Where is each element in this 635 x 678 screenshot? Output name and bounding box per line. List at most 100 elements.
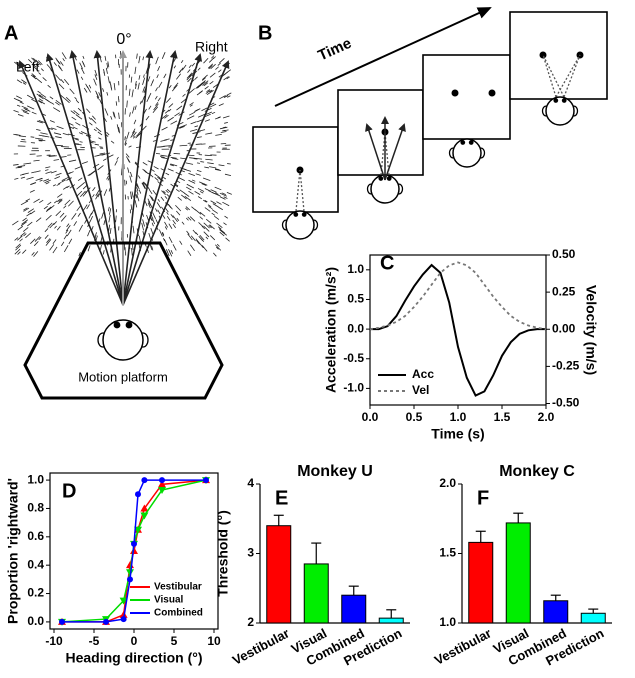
motion-dot — [148, 201, 153, 209]
motion-dot — [211, 209, 218, 214]
motion-dot — [17, 235, 23, 241]
eye — [561, 98, 567, 103]
motion-dot — [45, 169, 49, 171]
motion-dot — [26, 212, 32, 217]
motion-dot — [62, 58, 65, 62]
motion-dot — [71, 116, 77, 121]
motion-dot — [74, 166, 82, 170]
motion-dot — [205, 90, 211, 94]
motion-dot — [147, 198, 150, 203]
head — [102, 319, 144, 361]
motion-dot — [99, 55, 102, 63]
motion-dot — [113, 112, 116, 119]
motion-dot — [129, 171, 133, 178]
motion-dot — [172, 157, 179, 160]
bar — [341, 594, 367, 624]
motion-dot — [38, 134, 45, 137]
motion-dot — [53, 132, 62, 135]
motion-dot — [209, 235, 216, 241]
motion-dot — [101, 154, 105, 156]
motion-dot — [94, 69, 98, 76]
motion-dot — [148, 189, 153, 195]
motion-dot — [106, 91, 109, 96]
bar — [580, 612, 606, 624]
motion-dot — [73, 221, 77, 227]
motion-dot — [180, 157, 187, 160]
x-tick-label: -10 — [45, 634, 63, 648]
motion-dot — [35, 217, 42, 223]
motion-dot — [206, 89, 211, 93]
motion-dot — [217, 226, 222, 230]
y2-tick-label: 0.00 — [552, 321, 576, 335]
motion-dot — [138, 75, 141, 80]
motion-dot — [143, 181, 148, 187]
motion-dot — [196, 240, 200, 245]
motion-dot — [86, 204, 90, 210]
motion-dot — [195, 173, 201, 176]
motion-dot — [161, 52, 166, 59]
y-tick-label: 1.0 — [27, 472, 44, 486]
motion-dot — [152, 79, 155, 83]
motion-dot — [131, 89, 134, 98]
motion-dot — [223, 76, 229, 81]
y2-tick-label: 0.25 — [552, 284, 576, 298]
motion-dot — [157, 209, 161, 215]
motion-dot — [130, 195, 133, 200]
motion-dot — [190, 121, 197, 125]
motion-dot — [162, 231, 165, 236]
motion-dot — [17, 251, 21, 255]
motion-dot — [118, 126, 121, 134]
motion-dot — [197, 136, 202, 138]
motion-dot — [54, 225, 57, 229]
motion-dot — [190, 129, 198, 132]
motion-dot — [107, 61, 110, 68]
motion-dot — [116, 124, 120, 133]
motion-dot — [156, 146, 165, 148]
motion-dot — [148, 105, 152, 110]
motion-dot — [142, 162, 148, 166]
y-tick-label: 1.5 — [439, 546, 456, 560]
motion-dot — [197, 188, 205, 192]
panel-label: B — [258, 22, 272, 44]
motion-dot — [108, 187, 111, 192]
motion-dot — [226, 76, 230, 80]
motion-dot — [209, 89, 213, 93]
motion-dot — [95, 189, 100, 197]
motion-dot — [145, 115, 150, 121]
motion-dot — [179, 144, 188, 147]
motion-dot — [53, 62, 57, 66]
motion-dot — [33, 251, 39, 257]
y-tick-label: 4 — [247, 476, 254, 490]
motion-dot — [194, 157, 203, 160]
motion-dot — [43, 205, 48, 210]
motion-dot — [186, 183, 195, 189]
motion-dot — [21, 79, 27, 84]
motion-dot — [211, 55, 215, 59]
y-tick-label: 0.5 — [347, 292, 364, 306]
motion-dot — [65, 224, 71, 232]
motion-dot — [135, 194, 138, 199]
motion-dot — [35, 59, 42, 66]
series-line — [369, 261, 547, 331]
motion-dot — [57, 61, 61, 65]
motion-dot — [197, 114, 205, 118]
motion-dot — [62, 132, 69, 136]
motion-dot — [60, 94, 66, 100]
target-dot — [451, 89, 459, 97]
legend-label: Vestibular — [154, 582, 202, 593]
heading-arrow — [18, 60, 124, 306]
motion-dot — [55, 99, 62, 105]
heading-arrow — [384, 123, 406, 181]
motion-dot — [31, 98, 37, 103]
motion-dot — [108, 208, 112, 215]
direction-label: Right — [195, 39, 228, 55]
panel-label: E — [275, 487, 288, 509]
motion-dot — [132, 131, 137, 138]
chart-title: Monkey U — [297, 463, 373, 480]
motion-dot — [89, 122, 93, 126]
data-point — [127, 576, 133, 583]
data-point — [203, 477, 209, 484]
motion-dot — [95, 127, 102, 133]
motion-dot — [170, 163, 178, 167]
motion-dot — [131, 247, 133, 256]
